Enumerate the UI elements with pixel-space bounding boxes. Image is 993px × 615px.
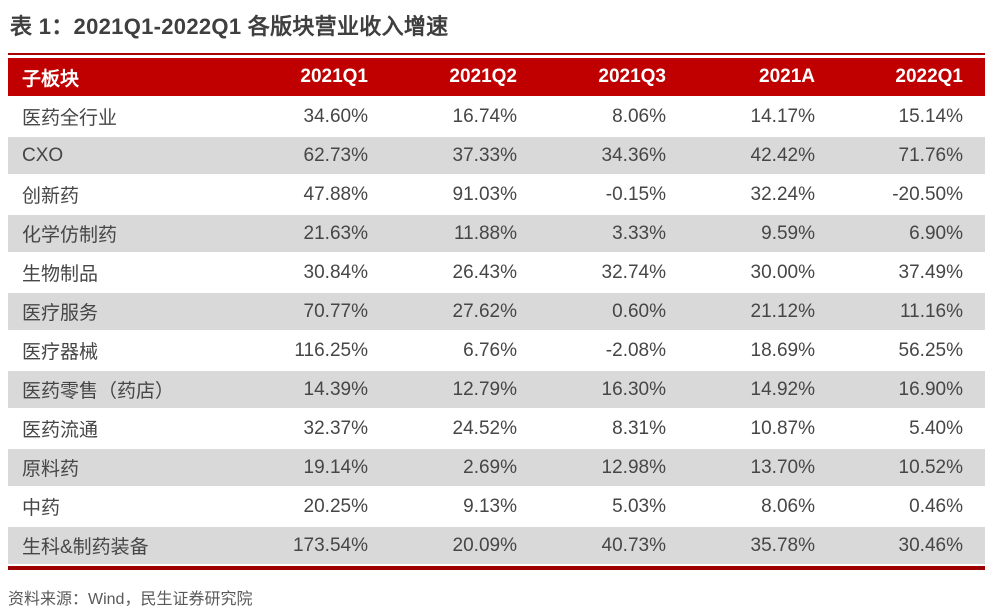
table-body: 医药全行业 34.60% 16.74% 8.06% 14.17% 15.14% CXO 62.…	[8, 98, 985, 566]
cell-value: 2.69%	[390, 449, 539, 488]
cell-value: 47.88%	[242, 176, 390, 215]
row-label: 中药	[8, 488, 242, 527]
row-label: 原料药	[8, 449, 242, 488]
cell-value: 62.73%	[242, 137, 390, 176]
cell-value: 13.70%	[688, 449, 837, 488]
table-header: 子板块 2021Q1 2021Q2 2021Q3 2021A 2022Q1	[8, 58, 985, 98]
table-row: 原料药 19.14% 2.69% 12.98% 13.70% 10.52%	[8, 449, 985, 488]
cell-value: 56.25%	[837, 332, 985, 371]
cell-value: 91.03%	[390, 176, 539, 215]
source-note: 资料来源：Wind，民生证券研究院	[8, 591, 253, 608]
table-row: 创新药 47.88% 91.03% -0.15% 32.24% -20.50%	[8, 176, 985, 215]
cell-value: 11.16%	[837, 293, 985, 332]
table-row: 化学仿制药 21.63% 11.88% 3.33% 9.59% 6.90%	[8, 215, 985, 254]
cell-value: -20.50%	[837, 176, 985, 215]
table-row: 医药流通 32.37% 24.52% 8.31% 10.87% 5.40%	[8, 410, 985, 449]
cell-value: 70.77%	[242, 293, 390, 332]
cell-value: 8.31%	[539, 410, 688, 449]
cell-value: 5.40%	[837, 410, 985, 449]
cell-value: 30.00%	[688, 254, 837, 293]
cell-value: 116.25%	[242, 332, 390, 371]
cell-value: 16.90%	[837, 371, 985, 410]
cell-value: 9.59%	[688, 215, 837, 254]
cell-value: 10.87%	[688, 410, 837, 449]
cell-value: 5.03%	[539, 488, 688, 527]
table-row: 医疗服务 70.77% 27.62% 0.60% 21.12% 11.16%	[8, 293, 985, 332]
cell-value: 11.88%	[390, 215, 539, 254]
cell-value: 32.24%	[688, 176, 837, 215]
cell-value: 8.06%	[539, 98, 688, 137]
revenue-growth-table: 子板块 2021Q1 2021Q2 2021Q3 2021A 2022Q1 医药…	[8, 58, 985, 566]
cell-value: 21.12%	[688, 293, 837, 332]
header-2021q1: 2021Q1	[242, 58, 390, 98]
table-row: 中药 20.25% 9.13% 5.03% 8.06% 0.46%	[8, 488, 985, 527]
row-label: 医药零售（药店）	[8, 371, 242, 410]
table-title: 表 1：2021Q1-2022Q1 各版块营业收入增速	[10, 14, 449, 39]
header-subsector: 子板块	[8, 58, 242, 98]
cell-value: 16.30%	[539, 371, 688, 410]
row-label: 化学仿制药	[8, 215, 242, 254]
cell-value: 9.13%	[390, 488, 539, 527]
cell-value: 0.60%	[539, 293, 688, 332]
cell-value: 8.06%	[688, 488, 837, 527]
cell-value: 12.98%	[539, 449, 688, 488]
table-row: 医药零售（药店） 14.39% 12.79% 16.30% 14.92% 16.90%	[8, 371, 985, 410]
row-label: 生物制品	[8, 254, 242, 293]
table-top-rule	[8, 53, 985, 55]
cell-value: 12.79%	[390, 371, 539, 410]
cell-value: 0.46%	[837, 488, 985, 527]
cell-value: 6.76%	[390, 332, 539, 371]
header-2022q1: 2022Q1	[837, 58, 985, 98]
cell-value: 14.17%	[688, 98, 837, 137]
cell-value: 40.73%	[539, 527, 688, 566]
cell-value: 26.43%	[390, 254, 539, 293]
cell-value: 42.42%	[688, 137, 837, 176]
cell-value: 21.63%	[242, 215, 390, 254]
row-label: CXO	[8, 137, 242, 176]
table-row: 生物制品 30.84% 26.43% 32.74% 30.00% 37.49%	[8, 254, 985, 293]
cell-value: 14.92%	[688, 371, 837, 410]
cell-value: 16.74%	[390, 98, 539, 137]
cell-value: 14.39%	[242, 371, 390, 410]
cell-value: 3.33%	[539, 215, 688, 254]
cell-value: 15.14%	[837, 98, 985, 137]
cell-value: 32.74%	[539, 254, 688, 293]
header-2021q2: 2021Q2	[390, 58, 539, 98]
table-bottom-rule	[8, 566, 985, 570]
cell-value: 24.52%	[390, 410, 539, 449]
cell-value: 6.90%	[837, 215, 985, 254]
cell-value: 27.62%	[390, 293, 539, 332]
row-label: 生科&制药装备	[8, 527, 242, 566]
cell-value: 30.46%	[837, 527, 985, 566]
cell-value: 35.78%	[688, 527, 837, 566]
cell-value: 34.60%	[242, 98, 390, 137]
table-row: 医疗器械 116.25% 6.76% -2.08% 18.69% 56.25%	[8, 332, 985, 371]
cell-value: 34.36%	[539, 137, 688, 176]
cell-value: 32.37%	[242, 410, 390, 449]
header-2021a: 2021A	[688, 58, 837, 98]
cell-value: -2.08%	[539, 332, 688, 371]
row-label: 医疗服务	[8, 293, 242, 332]
cell-value: 37.49%	[837, 254, 985, 293]
header-2021q3: 2021Q3	[539, 58, 688, 98]
table-header-row: 子板块 2021Q1 2021Q2 2021Q3 2021A 2022Q1	[8, 58, 985, 98]
row-label: 医疗器械	[8, 332, 242, 371]
cell-value: 19.14%	[242, 449, 390, 488]
cell-value: 173.54%	[242, 527, 390, 566]
cell-value: 18.69%	[688, 332, 837, 371]
table-row: 生科&制药装备 173.54% 20.09% 40.73% 35.78% 30.46%	[8, 527, 985, 566]
row-label: 医药流通	[8, 410, 242, 449]
cell-value: -0.15%	[539, 176, 688, 215]
row-label: 医药全行业	[8, 98, 242, 137]
cell-value: 20.09%	[390, 527, 539, 566]
cell-value: 37.33%	[390, 137, 539, 176]
cell-value: 71.76%	[837, 137, 985, 176]
cell-value: 20.25%	[242, 488, 390, 527]
cell-value: 10.52%	[837, 449, 985, 488]
table-row: CXO 62.73% 37.33% 34.36% 42.42% 71.76%	[8, 137, 985, 176]
table-row: 医药全行业 34.60% 16.74% 8.06% 14.17% 15.14%	[8, 98, 985, 137]
cell-value: 30.84%	[242, 254, 390, 293]
row-label: 创新药	[8, 176, 242, 215]
